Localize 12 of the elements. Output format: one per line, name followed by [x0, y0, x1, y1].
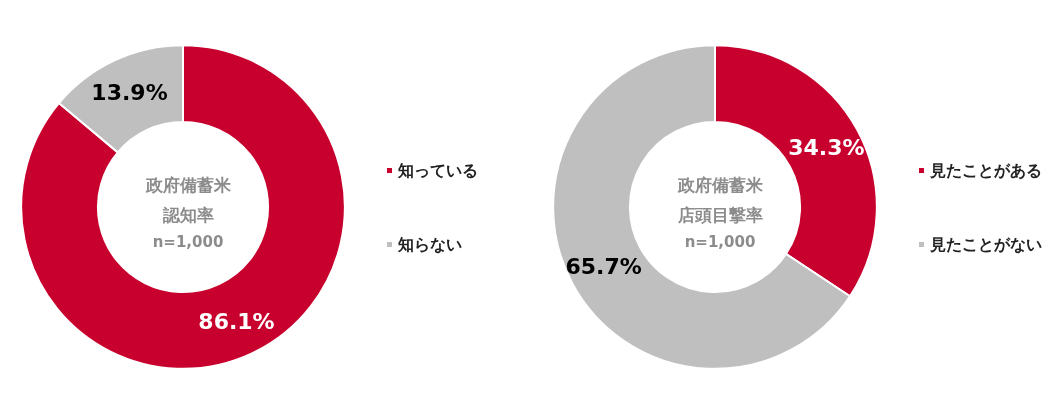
- legend-label: 見たことがない: [929, 235, 1042, 254]
- legend-label: 知らない: [397, 235, 462, 254]
- data-label: 86.1%: [198, 309, 275, 335]
- text: n=1,000: [684, 232, 756, 251]
- text: 政府備蓄米認知率: [144, 175, 232, 225]
- data-label: 34.3%: [788, 134, 865, 160]
- text: n=1,000: [152, 232, 224, 251]
- data-label: 13.9%: [91, 79, 168, 105]
- data-label: 65.7%: [565, 254, 642, 280]
- text: 政府備蓄米店頭目撃率: [676, 175, 764, 225]
- legend-label: 知っている: [397, 161, 478, 180]
- legend-label: 見たことがある: [929, 161, 1042, 180]
